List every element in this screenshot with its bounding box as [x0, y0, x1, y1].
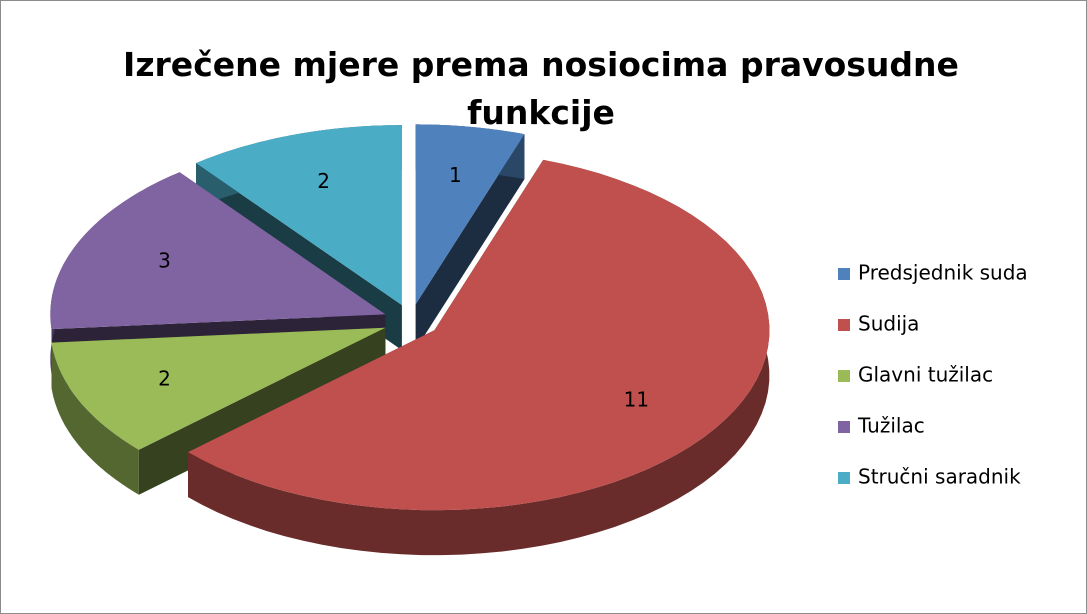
legend-swatch — [838, 319, 850, 331]
slice — [188, 159, 770, 511]
legend-label: Sudija — [858, 312, 919, 336]
legend-label: Stručni saradnik — [858, 465, 1021, 489]
legend-swatch — [838, 370, 850, 382]
slice — [196, 125, 402, 306]
slice — [415, 124, 525, 305]
data-label: 3 — [158, 249, 171, 273]
data-label: 1 — [449, 163, 462, 187]
data-label: 2 — [317, 169, 330, 193]
legend-swatch — [838, 472, 850, 484]
legend-swatch — [838, 268, 850, 280]
legend-label: Predsjednik suda — [858, 261, 1028, 285]
slice — [50, 172, 386, 330]
data-label: 2 — [158, 366, 171, 390]
slice-side — [415, 134, 525, 350]
data-label: 11 — [624, 388, 649, 412]
slice — [51, 327, 386, 450]
legend-label: Glavni tužilac — [858, 363, 993, 387]
slice — [415, 124, 525, 350]
legend-label: Tužilac — [857, 414, 925, 438]
slice-wall — [51, 342, 139, 495]
chart-title: Izrečene mjere prema nosiocima pravosudn… — [123, 45, 959, 132]
slice — [188, 159, 770, 556]
slice-wall — [188, 159, 770, 556]
legend-swatch — [838, 421, 850, 433]
